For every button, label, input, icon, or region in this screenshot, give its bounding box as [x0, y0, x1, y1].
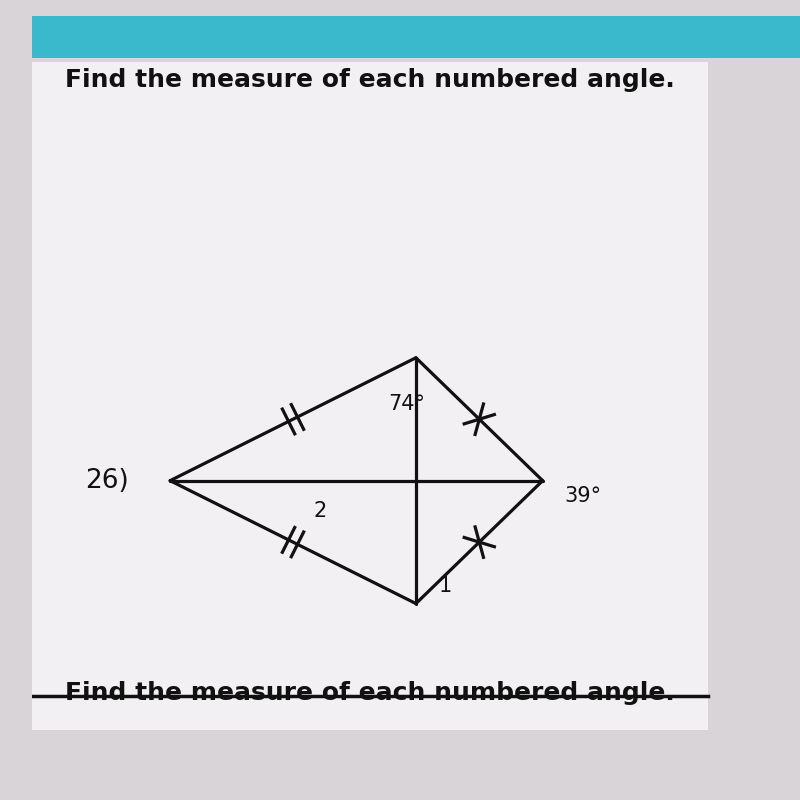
- Text: 26): 26): [86, 468, 130, 494]
- Text: 39°: 39°: [564, 486, 602, 506]
- Text: Find the measure of each numbered angle.: Find the measure of each numbered angle.: [65, 682, 674, 706]
- Text: 74°: 74°: [388, 394, 425, 414]
- FancyBboxPatch shape: [32, 62, 708, 730]
- Text: Find the measure of each numbered angle.: Find the measure of each numbered angle.: [65, 69, 674, 93]
- Text: 1: 1: [438, 576, 452, 596]
- Text: 2: 2: [314, 502, 326, 522]
- FancyBboxPatch shape: [32, 16, 800, 58]
